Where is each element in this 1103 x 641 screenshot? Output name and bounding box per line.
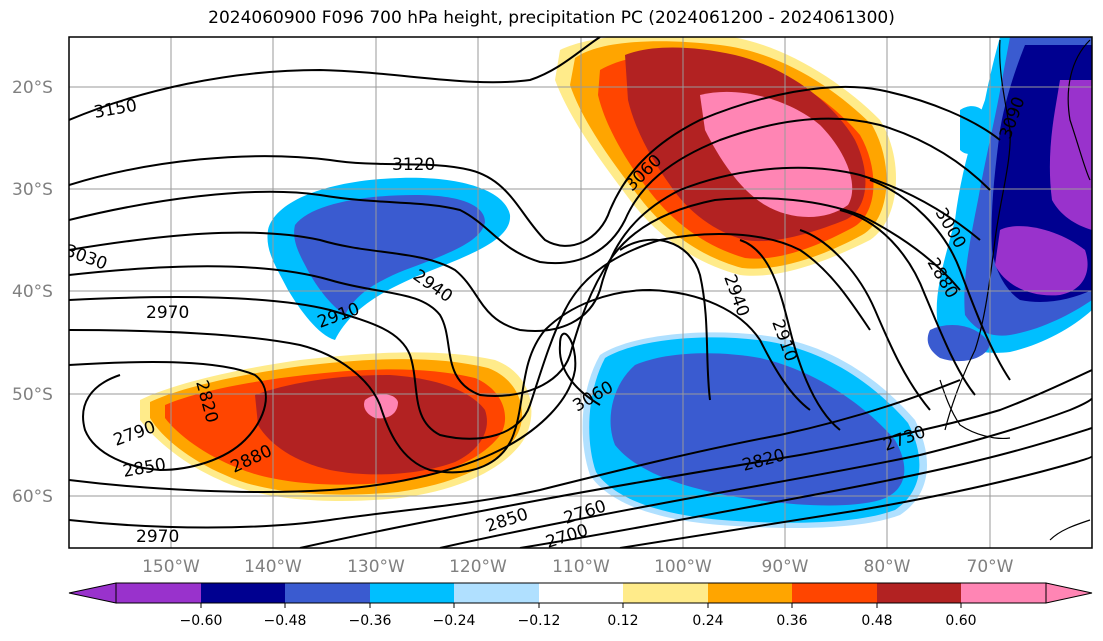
colorbar-min-arrow [68,582,117,604]
lon-label: 140°W [244,557,302,577]
colorbar-tick-label: −0.24 [433,613,476,629]
colorbar-tick-label: −0.48 [264,613,307,629]
colorbar-bin [708,583,792,603]
colorbar-tick-label: −0.60 [180,613,223,629]
colorbar-bin [201,583,285,603]
colorbar-tick-label: 0.36 [776,613,807,629]
colorbar-tick-label: 0.48 [861,613,892,629]
contour-label: 2970 [136,527,179,547]
lat-label: 40°S [12,282,53,302]
lat-label: 60°S [12,487,53,507]
contour-label: 2970 [146,303,189,323]
lon-label: 120°W [449,557,507,577]
contour-label: 3120 [392,155,435,175]
precip-negative-east [927,37,1092,362]
lon-label: 80°W [864,557,911,577]
lon-label: 70°W [967,557,1014,577]
map-frame [68,36,1093,549]
map-plot-area: 3150 3120 3060 3030 2970 2940 2910 3000 … [69,37,1092,548]
colorbar-bin [792,583,877,603]
colorbar-bin [623,583,708,603]
colorbar-tick-label: 0.60 [945,613,976,629]
precip-negative-south-central [582,332,927,528]
colorbar-tick-label: 0.24 [692,613,723,629]
precip-positive-southwest [140,352,532,501]
precip-negative-north-central [267,177,511,340]
height-contours [69,37,1092,548]
lon-label: 150°W [142,557,200,577]
colorbar-bin [539,583,623,603]
colorbar: −0.60 −0.48 −0.36 −0.24 −0.12 0.12 0.24 … [68,582,1093,629]
colorbar-bin [285,583,370,603]
colorbar-tick-label: −0.36 [349,613,392,629]
lat-label: 20°S [12,78,53,98]
colorbar-bin [961,583,1046,603]
colorbar-bin [116,583,201,603]
colorbar-bin [370,583,454,603]
colorbar-tick-label: −0.12 [518,613,561,629]
graticule [69,37,1092,548]
longitude-labels: 150°W 140°W 130°W 120°W 110°W 100°W 90°W… [142,557,1014,577]
colorbar-max-arrow [1045,582,1093,604]
lon-label: 130°W [347,557,405,577]
colorbar-tick-label: 0.12 [607,613,638,629]
lat-label: 30°S [12,180,53,200]
lon-label: 90°W [762,557,809,577]
colorbar-bin [454,583,539,603]
latitude-labels: 20°S 30°S 40°S 50°S 60°S [12,78,53,507]
colorbar-bin [877,583,961,603]
precip-positive-northeast [555,37,896,276]
lon-label: 100°W [654,557,712,577]
lat-label: 50°S [12,385,53,405]
map-title: 2024060900 F096 700 hPa height, precipit… [208,8,895,28]
lon-label: 110°W [552,557,610,577]
coastline [939,39,1091,541]
